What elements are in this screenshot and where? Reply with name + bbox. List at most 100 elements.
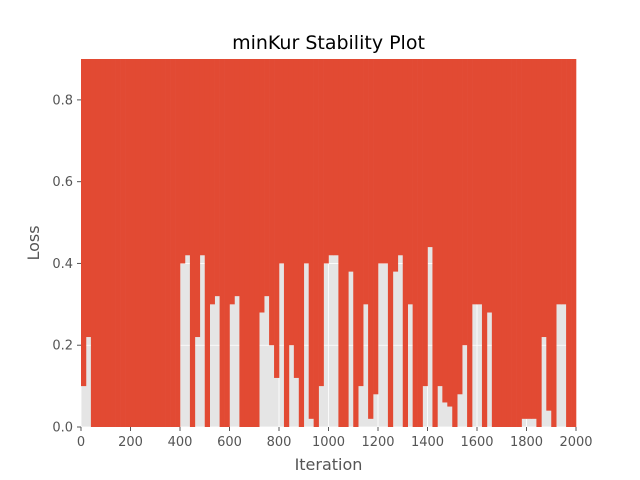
x-tick-label: 800 <box>267 435 292 450</box>
series-band <box>165 59 171 427</box>
series-band <box>100 59 107 427</box>
series-band <box>427 59 433 248</box>
series-band <box>397 59 404 256</box>
series-band <box>531 59 537 419</box>
series-band <box>303 59 309 264</box>
series-band <box>546 59 552 411</box>
series-band <box>264 59 270 297</box>
series-band <box>283 59 290 427</box>
series-band <box>363 59 369 305</box>
series-band <box>323 59 329 264</box>
series-band <box>308 59 314 419</box>
series-band <box>378 59 384 264</box>
series-band <box>348 59 354 272</box>
series-band <box>541 59 547 338</box>
series-band <box>501 59 507 427</box>
x-tick-label: 2000 <box>559 435 592 450</box>
series-band <box>224 59 230 427</box>
series-band <box>412 59 418 427</box>
series-band <box>313 59 319 427</box>
series-band <box>511 59 517 427</box>
series-band <box>556 59 562 305</box>
chart-title: minKur Stability Plot <box>232 32 425 54</box>
series-band <box>338 59 344 427</box>
series-band <box>95 59 102 427</box>
series-band <box>481 59 488 427</box>
y-axis-label: Loss <box>24 225 43 260</box>
series-band <box>219 59 225 427</box>
series-band <box>467 59 473 427</box>
series-band <box>491 59 498 427</box>
series-band <box>551 59 557 427</box>
series-band <box>333 59 339 256</box>
series-band <box>358 59 364 387</box>
series-band <box>189 59 196 427</box>
x-tick-label: 600 <box>217 435 242 450</box>
series-band <box>328 59 334 256</box>
series-band <box>145 59 151 427</box>
series-band <box>105 59 111 427</box>
series-band <box>536 59 542 427</box>
series-band <box>130 59 136 427</box>
series-band <box>452 59 458 427</box>
series-band <box>422 59 428 387</box>
x-tick-label: 1400 <box>411 435 444 450</box>
series-band <box>486 59 493 313</box>
series-band <box>457 59 463 395</box>
series-band <box>254 59 260 427</box>
series-band <box>229 59 235 305</box>
series-band <box>432 59 438 427</box>
series-band <box>170 59 176 427</box>
series-band <box>318 59 324 387</box>
series-band <box>209 59 215 305</box>
series-band <box>115 59 121 427</box>
x-tick-label: 0 <box>77 435 85 450</box>
series-band <box>214 59 220 297</box>
x-tick-label: 1800 <box>510 435 543 450</box>
series-band <box>244 59 250 427</box>
series-band <box>477 59 483 305</box>
series-band <box>382 59 389 264</box>
series-band <box>521 59 527 419</box>
series-band <box>140 59 146 427</box>
series-band <box>373 59 379 395</box>
y-tick-label: 0.4 <box>52 257 73 272</box>
series-band <box>135 59 141 427</box>
series-band <box>343 59 349 427</box>
series-loss <box>81 59 577 427</box>
series-band <box>506 59 512 427</box>
series-band <box>90 59 97 427</box>
series-band <box>160 59 166 427</box>
series-band <box>368 59 374 419</box>
x-tick-label: 200 <box>118 435 143 450</box>
x-tick-label: 1600 <box>460 435 493 450</box>
series-band <box>194 59 201 338</box>
series-band <box>120 59 126 427</box>
series-band <box>496 59 503 427</box>
series-band <box>85 59 92 338</box>
series-band <box>180 59 186 264</box>
series-band <box>417 59 423 427</box>
series-band <box>239 59 245 427</box>
series-band <box>442 59 448 403</box>
series-band <box>462 59 468 346</box>
x-tick-label: 1200 <box>361 435 394 450</box>
series-band <box>288 59 295 346</box>
series-band <box>447 59 453 407</box>
tick-labels: 0 200 400 600 800 1000 1200 1400 1600 1800 2000 0.0… <box>52 93 592 450</box>
y-tick-label: 0.2 <box>52 339 73 354</box>
series-band <box>125 59 131 427</box>
y-tick-label: 0.0 <box>52 421 73 436</box>
series-band <box>437 59 443 387</box>
series-band <box>175 59 181 427</box>
series-band <box>407 59 413 305</box>
series-band <box>150 59 156 427</box>
series-band <box>110 59 116 427</box>
x-tick-label: 1000 <box>312 435 345 450</box>
series-band <box>571 59 577 427</box>
series-band <box>204 59 210 427</box>
series-band <box>392 59 399 272</box>
series-band <box>472 59 478 305</box>
series-band <box>387 59 394 427</box>
series-band <box>269 59 275 346</box>
